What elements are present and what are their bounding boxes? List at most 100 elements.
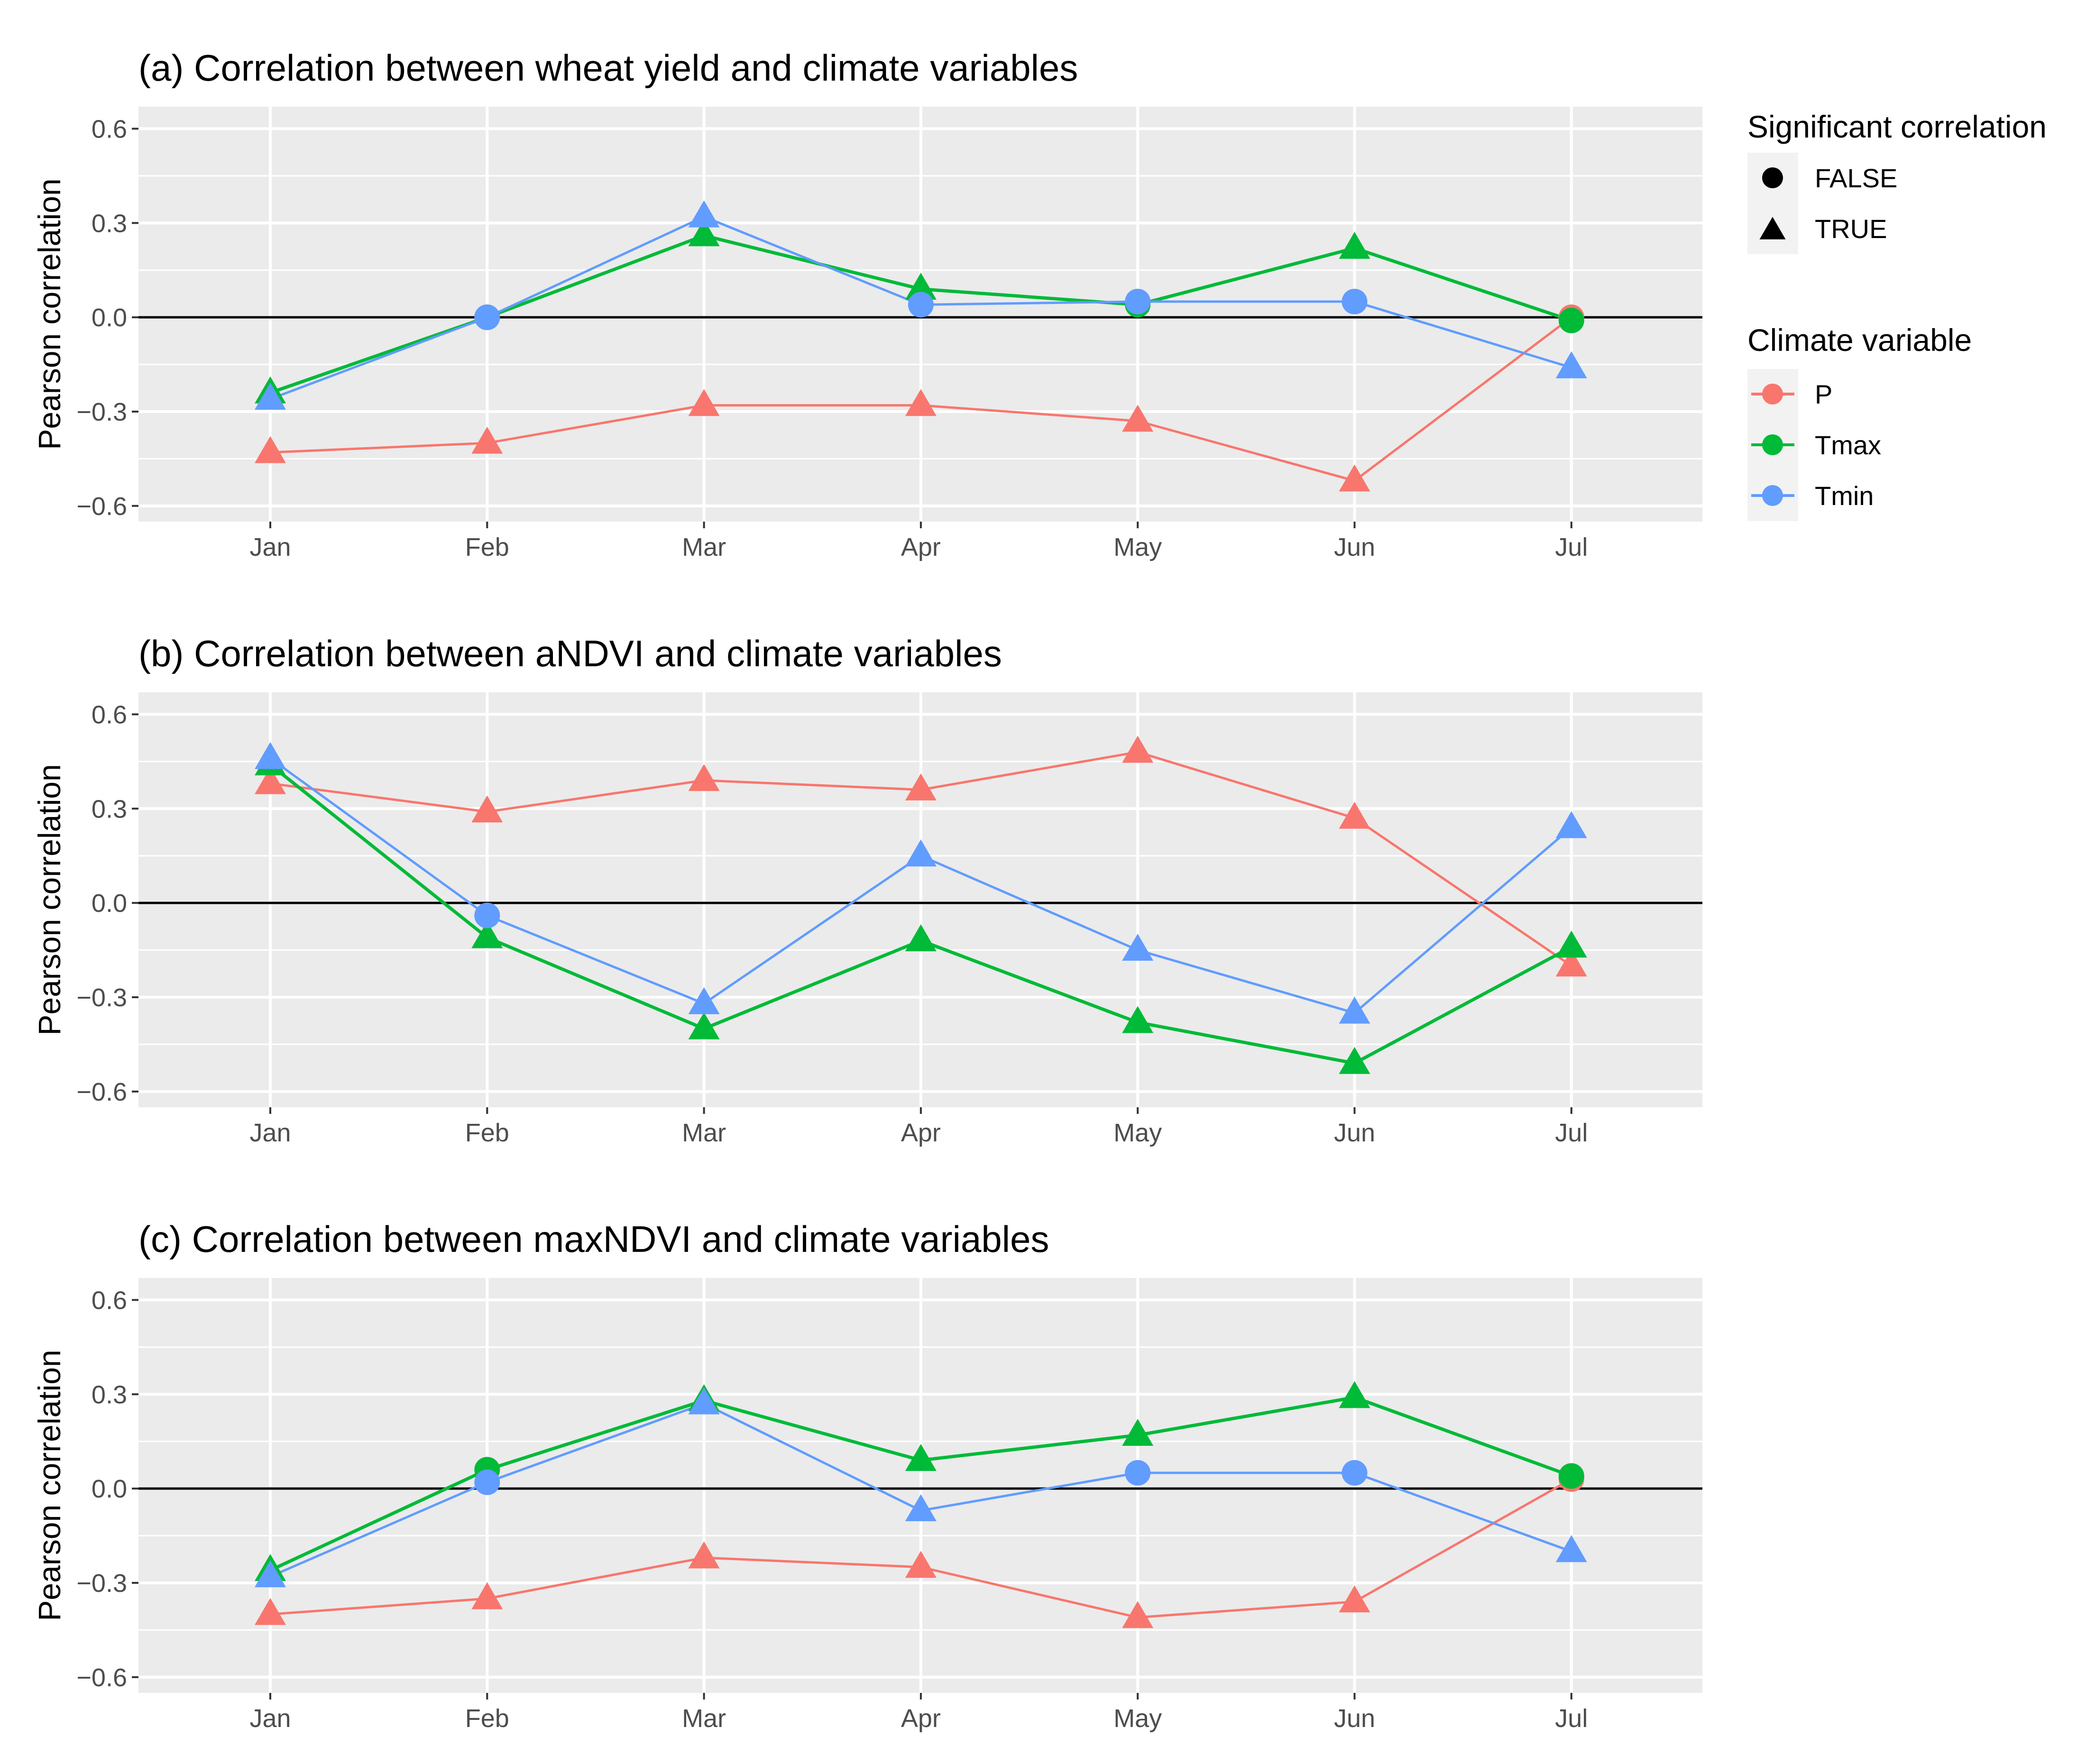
legend-label-tmin: Tmin	[1815, 481, 1874, 511]
panel-a-point-p-apr	[905, 389, 937, 416]
panel-a-xtick-label: Apr	[901, 533, 941, 561]
panel-b-point-p-jul	[1555, 949, 1587, 977]
panel-c-point-p-feb	[471, 1582, 503, 1609]
panel-a-title: (a) Correlation between wheat yield and …	[138, 47, 1078, 89]
panels: (a) Correlation between wheat yield and …	[32, 47, 1702, 1733]
panel-b-point-tmin-feb	[474, 902, 500, 928]
panel-c-xtick-label: Feb	[465, 1704, 509, 1733]
legend: Significant correlation FALSE TRUE Climate …	[1747, 109, 2047, 521]
panel-b-point-p-jan	[255, 767, 286, 794]
panel-b-point-tmax-jun	[1339, 1047, 1370, 1074]
panel-a-point-tmin-jul	[1555, 351, 1587, 378]
panel-a-point-tmax-mar	[688, 219, 720, 247]
panel-a-xtick-label: Mar	[682, 533, 726, 561]
panel-c-point-tmin-apr	[905, 1494, 937, 1522]
panel-b-ytick-label: −0.3	[76, 983, 127, 1012]
panel-a-point-tmax-apr	[905, 272, 937, 300]
panel-b-point-p-feb	[471, 795, 503, 823]
legend-key-false	[1762, 167, 1783, 188]
legend-label-tmax: Tmax	[1815, 430, 1881, 460]
panel-c-ytick-label: −0.3	[76, 1569, 127, 1598]
panel-a-xtick-label: Jan	[249, 533, 291, 561]
panel-c-point-tmin-mar	[688, 1387, 720, 1415]
panel-a-point-tmin-mar	[688, 200, 720, 228]
panel-a-ytick-label: 0.6	[92, 115, 127, 143]
panel-c-point-tmax-jul	[1558, 1463, 1584, 1489]
panel-b-point-p-may	[1122, 735, 1154, 763]
panel-c-ytick-label: 0.3	[92, 1380, 127, 1409]
legend-key-tmax	[1762, 434, 1783, 455]
panel-c-point-tmin-may	[1125, 1460, 1151, 1486]
panel-c: (c) Correlation between maxNDVI and clim…	[32, 1218, 1702, 1733]
panel-b-point-tmax-jul	[1555, 930, 1587, 958]
panel-a-xtick-label: Jul	[1555, 533, 1588, 561]
panel-c-point-tmin-feb	[474, 1469, 500, 1495]
panel-b-ytick-label: 0.0	[92, 889, 127, 918]
panel-a-point-p-jun	[1339, 464, 1370, 492]
panel-b-xtick-label: May	[1113, 1119, 1162, 1147]
panel-c-ytick-label: −0.6	[76, 1663, 127, 1692]
panel-c-xtick-label: Jul	[1555, 1704, 1588, 1733]
panel-c-point-tmax-apr	[905, 1443, 937, 1471]
panel-a-point-tmin-jun	[1342, 288, 1368, 314]
panel-b-point-tmax-apr	[905, 924, 937, 952]
panel-b-ytick-label: −0.6	[76, 1078, 127, 1106]
panel-b-point-tmin-mar	[688, 987, 720, 1014]
panel-c-point-p-jun	[1339, 1585, 1370, 1613]
panel-a-point-tmin-feb	[474, 304, 500, 331]
panel-b-point-p-mar	[688, 764, 720, 791]
panel-c-xtick-label: Mar	[682, 1704, 726, 1733]
panel-b-point-tmin-jun	[1339, 996, 1370, 1024]
panel-b-title: (b) Correlation between aNDVI and climat…	[138, 633, 1002, 674]
panel-b-xtick-label: Jan	[249, 1119, 291, 1147]
panel-a-ytick-label: −0.3	[76, 398, 127, 426]
panel-a: (a) Correlation between wheat yield and …	[32, 47, 1702, 561]
panel-a-xtick-label: Feb	[465, 533, 509, 561]
panel-b-point-p-jun	[1339, 801, 1370, 829]
panel-a-point-tmin-may	[1125, 288, 1151, 314]
legend-label-true: TRUE	[1815, 214, 1887, 244]
panel-c-point-p-may	[1122, 1601, 1154, 1628]
panel-a-ytick-label: 0.3	[92, 209, 127, 238]
legend-label-p: P	[1815, 379, 1832, 409]
panel-c-point-p-apr	[905, 1551, 937, 1578]
legend-key-p	[1762, 384, 1783, 404]
panel-b-point-tmax-may	[1122, 1006, 1154, 1033]
legend-shape-title: Significant correlation	[1747, 109, 2047, 144]
panel-a-xtick-label: Jun	[1334, 533, 1375, 561]
panel-b-xtick-label: Jun	[1334, 1119, 1375, 1147]
panel-b-ytick-label: 0.6	[92, 700, 127, 729]
panel-b-xtick-label: Apr	[901, 1119, 941, 1147]
panel-c-title: (c) Correlation between maxNDVI and clim…	[138, 1218, 1049, 1260]
panel-c-xtick-label: Apr	[901, 1704, 941, 1733]
panel-a-point-tmin-apr	[908, 292, 934, 318]
panel-b-ylabel: Pearson correlation	[32, 764, 67, 1035]
panel-a-ylabel: Pearson correlation	[32, 178, 67, 450]
panel-a-point-tmin-jan	[255, 382, 286, 410]
panel-b-point-tmin-jul	[1555, 811, 1587, 838]
panel-c-ylabel: Pearson correlation	[32, 1350, 67, 1621]
panel-a-point-p-may	[1122, 404, 1154, 432]
legend-color-title: Climate variable	[1747, 322, 1972, 358]
panel-b-point-tmin-may	[1122, 934, 1154, 961]
legend-label-false: FALSE	[1815, 163, 1897, 193]
panel-a-xtick-label: May	[1113, 533, 1162, 561]
panel-b-point-tmax-mar	[688, 1012, 720, 1039]
panel-b-point-tmin-jan	[255, 742, 286, 769]
panel-c-ytick-label: 0.0	[92, 1475, 127, 1503]
legend-key-tmin	[1762, 485, 1783, 506]
panel-b-point-p-apr	[905, 773, 937, 800]
panel-c-xtick-label: May	[1113, 1704, 1162, 1733]
panel-c-point-tmax-may	[1122, 1418, 1154, 1446]
panel-c-point-tmin-jul	[1555, 1535, 1587, 1562]
panel-b-point-tmin-apr	[905, 839, 937, 867]
panel-c-point-tmin-jan	[255, 1560, 286, 1588]
panel-c-xtick-label: Jan	[249, 1704, 291, 1733]
panel-a-point-p-jan	[255, 436, 286, 463]
panel-c-point-p-jan	[255, 1598, 286, 1625]
panel-a-point-tmax-jul	[1558, 307, 1584, 333]
panel-a-point-p-mar	[688, 389, 720, 416]
panel-b-point-tmax-feb	[471, 921, 503, 948]
panel-b-xtick-label: Mar	[682, 1119, 726, 1147]
